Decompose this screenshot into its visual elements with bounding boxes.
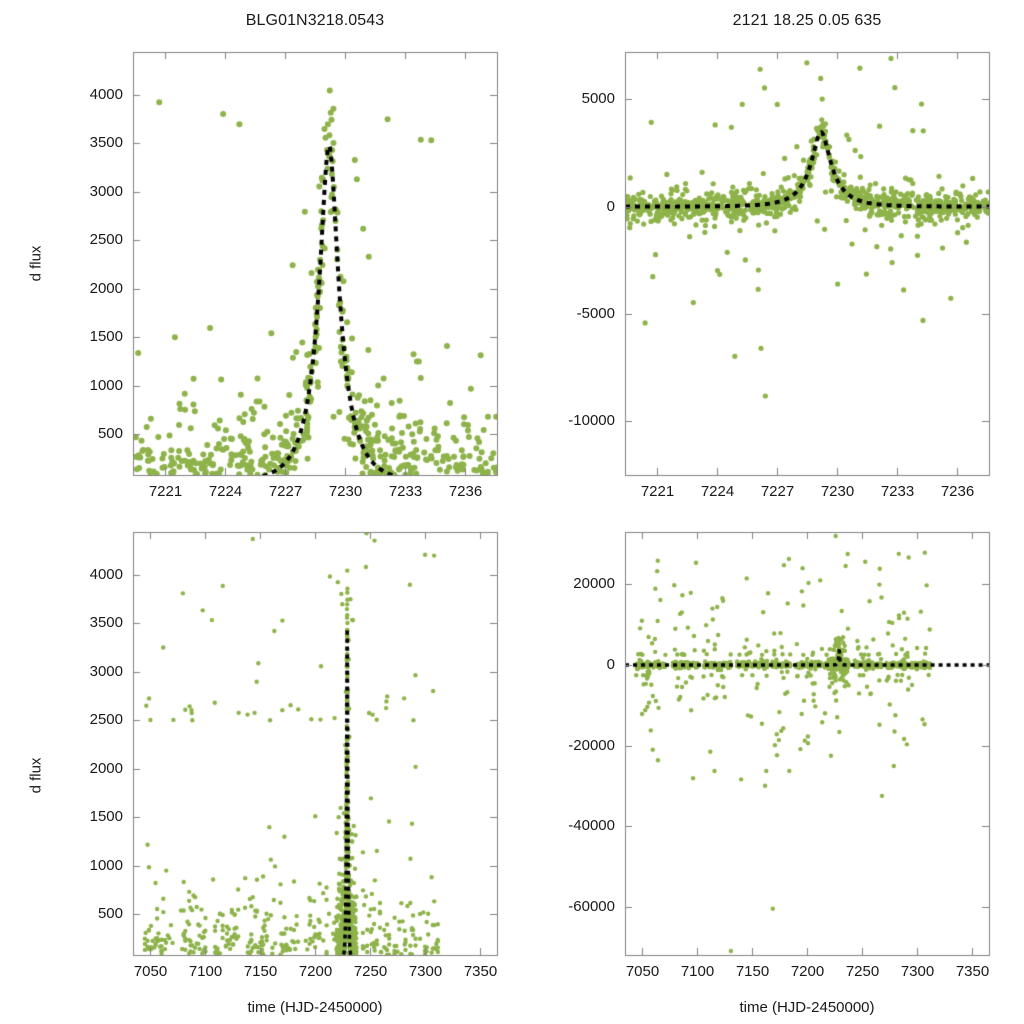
ytick-label: 4000: [89, 565, 123, 583]
ytick-label: 1500: [89, 327, 123, 345]
xtick-label: 7230: [328, 483, 363, 500]
xtick-label: 7233: [880, 483, 915, 500]
plot-area-top-left: [0, 0, 512, 512]
ytick-label: 500: [97, 904, 123, 922]
ytick-label: 1000: [89, 376, 123, 394]
panel-bottom-right-xlabel: time (HJD-2450000): [739, 999, 875, 1016]
ytick-label: 1000: [89, 856, 123, 874]
panel-top-left: BLG01N3218.0543 d flux: [0, 0, 512, 512]
panel-bottom-left: d flux time (HJD-2450000): [0, 512, 512, 1024]
xtick-label: 7227: [760, 483, 795, 500]
ytick-label: 500: [97, 424, 123, 442]
xtick-label: 7200: [298, 963, 333, 980]
plot-area-bottom-left: [0, 512, 512, 1024]
xtick-label: 7221: [640, 483, 675, 500]
xtick-label: 7230: [820, 483, 855, 500]
panel-top-right: 2121 18.25 0.05 635: [512, 0, 1024, 512]
ytick-label: -20000: [568, 736, 615, 754]
xtick-label: 7250: [845, 963, 880, 980]
xtick-label: 7236: [448, 483, 483, 500]
xtick-label: 7350: [463, 963, 498, 980]
xtick-label: 7050: [625, 963, 660, 980]
xtick-label: 7050: [133, 963, 168, 980]
ytick-label: 3000: [89, 662, 123, 680]
xtick-label: 7150: [735, 963, 770, 980]
panel-bottom-left-xlabel: time (HJD-2450000): [247, 999, 383, 1016]
plot-area-top-right: [512, 0, 1024, 512]
xtick-label: 7150: [243, 963, 278, 980]
xtick-label: 7300: [408, 963, 443, 980]
xtick-label: 7100: [680, 963, 715, 980]
ytick-label: -5000: [576, 304, 615, 322]
ytick-label: 2500: [89, 230, 123, 248]
ytick-label: 3500: [89, 133, 123, 151]
plot-area-bottom-right: [512, 512, 1024, 1024]
ytick-label: -60000: [568, 897, 615, 915]
ytick-label: 4000: [89, 85, 123, 103]
xtick-label: 7350: [955, 963, 990, 980]
ytick-label: -40000: [568, 816, 615, 834]
ytick-label: 2000: [89, 279, 123, 297]
ytick-label: -10000: [568, 411, 615, 429]
xtick-label: 7233: [388, 483, 423, 500]
ytick-label: 20000: [573, 574, 615, 592]
xtick-label: 7224: [208, 483, 243, 500]
xtick-label: 7300: [900, 963, 935, 980]
xtick-label: 7250: [353, 963, 388, 980]
ytick-label: 5000: [581, 89, 615, 107]
ytick-label: 2000: [89, 759, 123, 777]
xtick-label: 7100: [188, 963, 223, 980]
xtick-label: 7224: [700, 483, 735, 500]
panel-bottom-right: time (HJD-2450000): [512, 512, 1024, 1024]
ytick-label: 3000: [89, 182, 123, 200]
xtick-label: 7200: [790, 963, 825, 980]
ytick-label: 1500: [89, 807, 123, 825]
ytick-label: 2500: [89, 710, 123, 728]
ytick-label: 0: [606, 197, 615, 215]
ytick-label: 3500: [89, 613, 123, 631]
xtick-label: 7236: [940, 483, 975, 500]
xtick-label: 7227: [268, 483, 303, 500]
xtick-label: 7221: [148, 483, 183, 500]
ytick-label: 0: [606, 655, 615, 673]
